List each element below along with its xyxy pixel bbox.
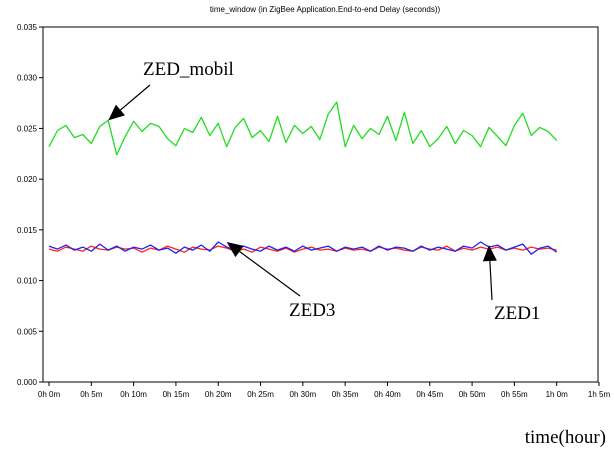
annotation-label: ZED_mobil [143, 59, 234, 80]
annotation-group: ZED_mobil ZED3 ZED1 [108, 59, 540, 324]
x-tick-label: 0h 40m [374, 390, 401, 399]
chart-title: time_window (in ZigBee Application.End-t… [210, 5, 441, 14]
x-tick-label: 0h 30m [290, 390, 317, 399]
y-tick-label: 0.015 [17, 226, 38, 235]
annotation-label: ZED3 [289, 300, 335, 321]
y-tick-label: 0.005 [17, 327, 38, 336]
y-tick-label: 0.020 [17, 175, 38, 184]
x-tick-label: 0h 55m [501, 390, 528, 399]
series-line-2 [48, 241, 558, 255]
x-tick-label: 0h 20m [205, 390, 232, 399]
x-tick-label: 1h 0m [546, 390, 569, 399]
x-tick-label: 1h 5m [588, 390, 611, 399]
x-tick-label: 0h 50m [459, 390, 486, 399]
x-axis-label: time(hour) [525, 427, 606, 448]
y-tick-label: 0.035 [17, 23, 38, 32]
y-tick-label: 0.025 [17, 124, 38, 133]
plot-area [42, 26, 599, 383]
y-axis: 0.000 0.005 0.010 0.015 0.020 0.025 0.030 0.035 [17, 23, 43, 387]
x-tick-label: 0h 35m [332, 390, 359, 399]
x-tick-label: 0h 0m [38, 390, 61, 399]
x-tick-label: 0h 45m [416, 390, 443, 399]
annotation-arrow-shaft [239, 251, 301, 297]
series-group [48, 101, 558, 255]
y-tick-label: 0.010 [17, 277, 38, 286]
x-tick-label: 0h 15m [163, 390, 190, 399]
x-tick-label: 0h 5m [80, 390, 103, 399]
annotation-arrow-head [482, 245, 497, 262]
series-line-1 [48, 245, 557, 253]
x-tick-label: 0h 25m [247, 390, 274, 399]
series-line-0 [48, 101, 558, 156]
annotation-arrow-head [226, 242, 244, 258]
x-axis: 0h 0m 0h 5m 0h 10m 0h 15m 0h 20m 0h 25m 0h 30m… [38, 382, 611, 399]
annotation-label: ZED1 [494, 303, 540, 324]
annotation-arrow-head [108, 104, 125, 121]
annotation-arrow-shaft [120, 84, 151, 111]
annotation-arrow-shaft [489, 261, 493, 301]
y-tick-label: 0.000 [17, 378, 38, 387]
y-tick-label: 0.030 [17, 74, 38, 83]
x-tick-label: 0h 10m [120, 390, 147, 399]
